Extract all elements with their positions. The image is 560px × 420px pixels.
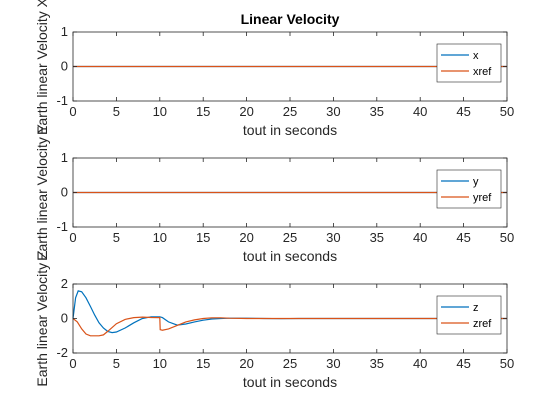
x-tick-label: 30 [326, 356, 340, 371]
x-tick-label: 10 [153, 230, 167, 245]
x-tick-label: 0 [69, 356, 76, 371]
figure-title: Linear Velocity [241, 11, 340, 27]
x-tick-label: 15 [196, 230, 210, 245]
y-axis-label: Earth linear Velocity X [34, 0, 50, 135]
legend-label-y: y [473, 176, 479, 188]
x-axis-label: tout in seconds [243, 122, 337, 138]
legend: z zref [436, 295, 502, 335]
y-tick-label: 2 [61, 276, 68, 291]
x-tick-label: 20 [239, 356, 253, 371]
x-tick-label: 15 [196, 356, 210, 371]
legend-box [436, 169, 502, 209]
x-tick-label: 45 [456, 356, 470, 371]
x-tick-label: 20 [239, 230, 253, 245]
series-line-zref [72, 316, 507, 337]
x-tick-label: 20 [239, 104, 253, 119]
legend-box [436, 43, 502, 83]
x-tick-label: 10 [153, 104, 167, 119]
x-axis-label: tout in seconds [243, 248, 337, 264]
x-tick-label: 35 [370, 104, 384, 119]
legend: x xref [436, 43, 502, 83]
legend-label-zref: zref [473, 318, 492, 330]
legend: y yref [436, 169, 502, 209]
y-axis-label: Earth linear Velocity Z [34, 250, 50, 387]
x-tick-label: 5 [113, 104, 120, 119]
legend-label-x: x [473, 50, 479, 62]
legend-box [436, 295, 502, 335]
x-tick-label: 0 [69, 104, 76, 119]
x-tick-label: 45 [456, 104, 470, 119]
y-tick-label: -1 [56, 93, 68, 108]
x-tick-label: 50 [500, 104, 514, 119]
y-tick-label: -1 [56, 219, 68, 234]
legend-label-yref: yref [473, 192, 492, 204]
x-tick-label: 50 [500, 230, 514, 245]
y-tick-label: 1 [61, 24, 68, 39]
y-tick-label: -2 [56, 345, 68, 360]
y-tick-label: 0 [61, 185, 68, 200]
x-tick-label: 0 [69, 230, 76, 245]
x-tick-label: 35 [370, 230, 384, 245]
x-tick-label: 25 [283, 356, 297, 371]
x-tick-label: 30 [326, 230, 340, 245]
x-tick-label: 40 [413, 356, 427, 371]
x-tick-label: 15 [196, 104, 210, 119]
x-tick-label: 35 [370, 356, 384, 371]
x-tick-label: 40 [413, 230, 427, 245]
x-tick-label: 10 [153, 356, 167, 371]
legend-label-xref: xref [473, 66, 492, 78]
x-axis-label: tout in seconds [243, 374, 337, 390]
x-tick-label: 5 [113, 356, 120, 371]
x-tick-label: 45 [456, 230, 470, 245]
legend-label-z: z [473, 302, 479, 314]
x-tick-label: 5 [113, 230, 120, 245]
x-tick-label: 50 [500, 356, 514, 371]
x-tick-label: 40 [413, 104, 427, 119]
y-tick-label: 0 [61, 311, 68, 326]
y-tick-label: 1 [61, 150, 68, 165]
y-axis-label: Earth linear Velocity Y [34, 123, 50, 260]
y-tick-label: 0 [61, 59, 68, 74]
x-tick-label: 25 [283, 230, 297, 245]
x-tick-label: 25 [283, 104, 297, 119]
x-tick-label: 30 [326, 104, 340, 119]
